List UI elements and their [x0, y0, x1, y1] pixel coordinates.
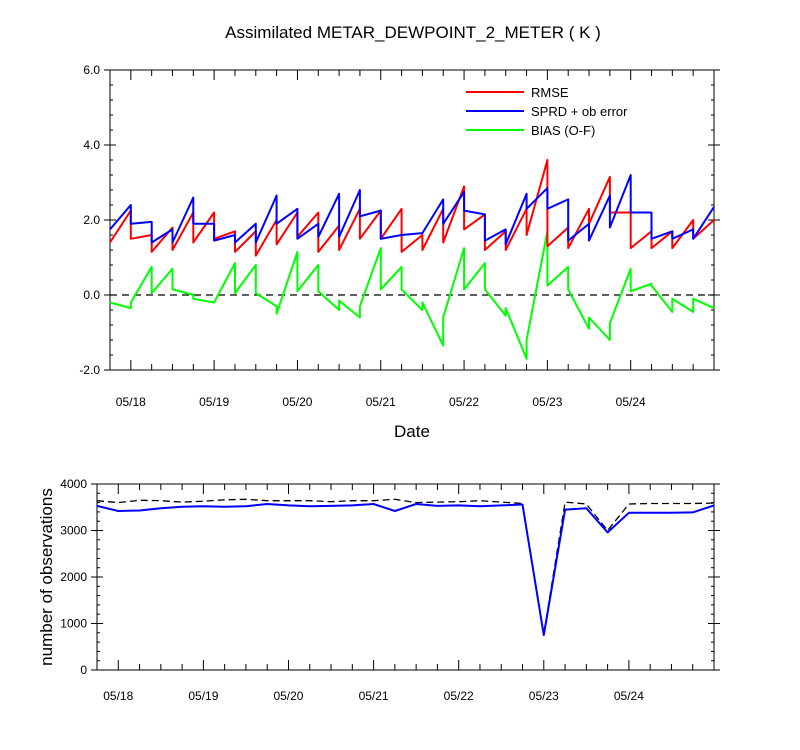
bottom-axes: 05/18 05/19 05/20 05/21 05/22 05/23 05/24 4000 3… [60, 477, 720, 703]
y-tick-label: 0.0 [83, 288, 100, 302]
legend-label: RMSE [531, 85, 569, 100]
sprd-series-line [109, 174, 715, 246]
x-tick-label: 05/20 [273, 689, 303, 703]
y-tick-label: 1000 [60, 617, 87, 631]
bias-series-line [109, 230, 715, 360]
x-tick-label: 05/20 [282, 395, 312, 409]
y-tick-label: 4000 [60, 477, 87, 491]
x-tick-label: 05/23 [529, 689, 559, 703]
observations-used-line [96, 503, 715, 637]
x-tick-label: 05/21 [366, 395, 396, 409]
x-tick-label: 05/24 [616, 395, 646, 409]
chart-title: Assimilated METAR_DEWPOINT_2_METER ( K ) [225, 23, 601, 42]
x-tick-label: 05/19 [199, 395, 229, 409]
legend-label: SPRD + ob error [531, 104, 628, 119]
observations-possible-line [96, 498, 715, 635]
legend: RMSE SPRD + ob error BIAS (O-F) [466, 85, 628, 138]
x-tick-label: 05/18 [103, 689, 133, 703]
x-tick-label: 05/19 [188, 689, 218, 703]
x-tick-label: 05/24 [614, 689, 644, 703]
x-tick-label: 05/22 [444, 689, 474, 703]
y-tick-label: 2.0 [83, 213, 100, 227]
bottom-series [96, 498, 715, 637]
y-tick-label: 3000 [60, 524, 87, 538]
x-axis-label: Date [394, 422, 430, 441]
x-tick-label: 05/23 [532, 395, 562, 409]
x-tick-label: 05/22 [449, 395, 479, 409]
y-axis-label: number of observations [37, 488, 56, 666]
top-panel: Assimilated METAR_DEWPOINT_2_METER ( K )… [79, 23, 720, 441]
plot-frame [96, 483, 715, 671]
y-tick-label: 0 [80, 663, 87, 677]
rmse-series-line [109, 159, 715, 257]
bottom-panel: 05/18 05/19 05/20 05/21 05/22 05/23 05/24 4000 3… [37, 477, 720, 703]
y-tick-label: -2.0 [79, 363, 100, 377]
x-tick-label: 05/18 [116, 395, 146, 409]
y-tick-label: 4.0 [83, 138, 100, 152]
x-tick-label: 05/21 [359, 689, 389, 703]
y-tick-label: 2000 [60, 570, 87, 584]
y-tick-label: 6.0 [83, 63, 100, 77]
top-series [109, 159, 715, 360]
legend-label: BIAS (O-F) [531, 123, 595, 138]
top-axes: 05/18 05/19 05/20 05/21 05/22 05/23 05/24 6.0 4.… [79, 63, 720, 409]
